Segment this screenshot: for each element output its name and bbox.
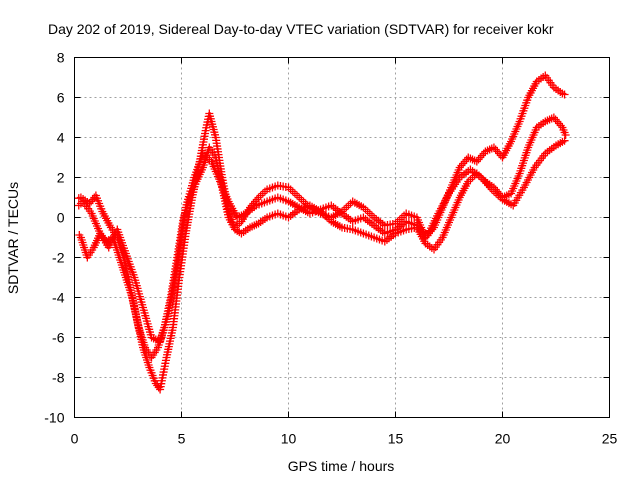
x-tick-label: 0 bbox=[71, 431, 79, 447]
data-point bbox=[258, 189, 267, 198]
data-point bbox=[561, 131, 570, 139]
data-point bbox=[457, 161, 466, 170]
data-point bbox=[400, 211, 409, 220]
data-point bbox=[342, 203, 351, 212]
y-tick-label: -2 bbox=[52, 250, 65, 266]
data-point bbox=[480, 177, 489, 186]
data-point bbox=[288, 187, 297, 196]
data-series bbox=[74, 71, 569, 394]
data-point bbox=[549, 113, 558, 122]
x-tick-label: 25 bbox=[602, 431, 618, 447]
data-point bbox=[484, 181, 493, 190]
data-point bbox=[472, 157, 481, 166]
data-point bbox=[367, 211, 376, 220]
data-point bbox=[293, 191, 302, 200]
y-tick-label: 4 bbox=[57, 130, 65, 146]
data-point bbox=[491, 145, 500, 154]
data-point bbox=[553, 117, 562, 126]
data-points bbox=[74, 71, 570, 394]
data-series bbox=[74, 136, 569, 346]
y-tick-label: 2 bbox=[57, 170, 65, 186]
data-point bbox=[235, 219, 244, 228]
data-point bbox=[560, 90, 569, 99]
y-tick-label: -4 bbox=[52, 290, 65, 306]
data-point bbox=[487, 185, 496, 194]
data-point bbox=[290, 189, 299, 198]
data-point bbox=[455, 163, 464, 172]
data-point bbox=[478, 175, 487, 184]
x-tick-labels: 0 5 10 15 20 25 bbox=[71, 431, 618, 447]
data-point bbox=[299, 197, 308, 206]
data-point bbox=[256, 191, 265, 200]
data-point bbox=[474, 155, 483, 164]
data-point bbox=[556, 121, 565, 130]
data-point bbox=[489, 143, 498, 152]
y-tick-label: 8 bbox=[57, 50, 65, 66]
x-axis-label: GPS time / hours bbox=[288, 458, 395, 474]
data-series bbox=[75, 113, 570, 362]
tick-marks bbox=[74, 57, 610, 418]
y-tick-label: 6 bbox=[57, 90, 65, 106]
data-point bbox=[482, 179, 491, 188]
data-point bbox=[363, 207, 372, 216]
data-point bbox=[297, 195, 306, 204]
data-point bbox=[250, 221, 259, 230]
x-tick-label: 20 bbox=[495, 431, 511, 447]
x-tick-label: 15 bbox=[388, 431, 404, 447]
y-axis-label: SDTVAR / TECUs bbox=[5, 182, 21, 294]
y-tick-label: 0 bbox=[57, 210, 65, 226]
data-point bbox=[554, 119, 563, 128]
data-point bbox=[295, 193, 304, 202]
x-tick-label: 5 bbox=[178, 431, 186, 447]
y-tick-labels: -10 -8 -6 -4 -2 0 2 4 6 8 bbox=[44, 50, 64, 426]
x-tick-label: 10 bbox=[281, 431, 297, 447]
chart-title: Day 202 of 2019, Sidereal Day-to-day VTE… bbox=[48, 21, 554, 37]
data-point bbox=[486, 183, 495, 192]
data-point bbox=[460, 157, 469, 166]
data-point bbox=[459, 159, 468, 168]
data-point bbox=[560, 136, 569, 145]
y-tick-label: -10 bbox=[44, 410, 64, 426]
grid-lines bbox=[74, 57, 610, 418]
y-tick-label: -6 bbox=[52, 330, 65, 346]
data-point bbox=[476, 153, 485, 162]
data-point bbox=[551, 115, 560, 124]
y-tick-label: -8 bbox=[52, 370, 65, 386]
data-point bbox=[477, 151, 486, 160]
data-point bbox=[493, 147, 502, 156]
data-point bbox=[477, 173, 486, 182]
data-point bbox=[74, 201, 83, 210]
plot-frame bbox=[74, 57, 610, 418]
data-point bbox=[397, 213, 406, 222]
data-point bbox=[365, 209, 374, 218]
